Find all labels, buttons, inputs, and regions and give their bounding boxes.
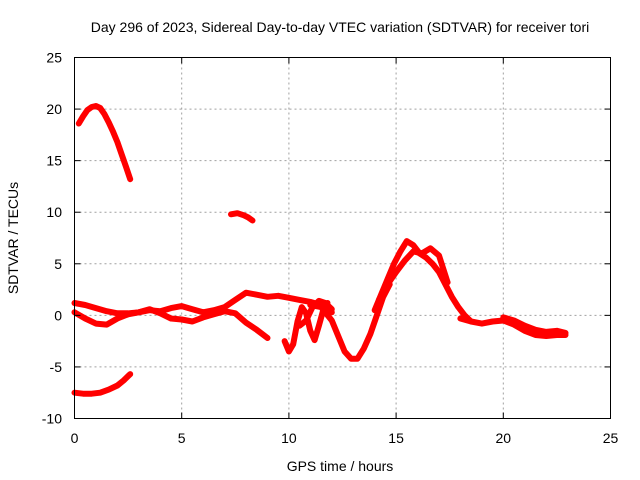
x-tick-label: 20 — [496, 430, 512, 446]
x-tick-label: 25 — [603, 430, 619, 446]
x-tick-label: 15 — [388, 430, 404, 446]
y-tick-label: 25 — [46, 50, 62, 66]
axis-ticks: 0 5 10 15 20 25 -10 -5 0 5 10 15 20 25 — [42, 50, 619, 447]
series-arc-main-2 — [71, 306, 271, 341]
x-axis-label: GPS time / hours — [287, 458, 394, 474]
y-axis-label: SDTVAR / TECUs — [5, 182, 21, 294]
x-tick-label: 10 — [281, 430, 297, 446]
x-tick-label: 5 — [178, 430, 186, 446]
series-arc-mid-ten — [228, 210, 256, 224]
series-arc-tail — [457, 315, 569, 339]
series-arc-dip-ten — [281, 300, 331, 355]
series-arc-peak-2 — [375, 245, 451, 303]
plot-frame — [74, 57, 611, 419]
x-tick-label: 0 — [71, 430, 79, 446]
chart-title: Day 296 of 2023, Sidereal Day-to-day VTE… — [91, 19, 590, 35]
y-tick-label: -10 — [42, 411, 62, 427]
series-arc-main-1 — [71, 289, 335, 317]
y-tick-label: 20 — [46, 101, 62, 117]
data-series — [71, 103, 569, 397]
y-tick-label: 10 — [46, 204, 62, 220]
y-tick-label: 0 — [54, 307, 62, 323]
y-tick-label: 5 — [54, 256, 62, 272]
series-arc-negative-start — [71, 371, 134, 397]
series-arc-high — [75, 103, 134, 183]
series-arc-big-dip — [307, 281, 393, 362]
y-tick-label: 15 — [46, 153, 62, 169]
grid — [74, 57, 611, 419]
y-tick-label: -5 — [50, 359, 63, 375]
series-arc-tail-2 — [500, 314, 569, 336]
